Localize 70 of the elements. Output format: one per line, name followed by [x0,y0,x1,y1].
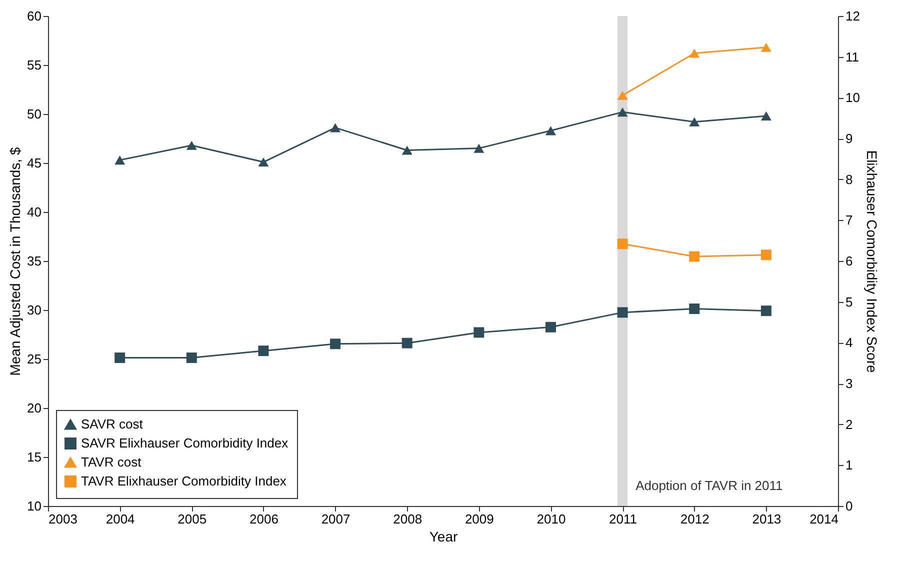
y2-tick-label: 10 [846,90,860,106]
y2-tick-label: 8 [846,172,853,187]
y-tick-label: 55 [27,58,42,72]
y2-tick-label: 4 [846,335,853,350]
y-tick-label: 60 [27,8,42,24]
point [617,90,628,100]
point [402,338,412,348]
point [617,238,628,250]
y-tick-label: 25 [27,352,42,366]
point [330,123,341,132]
point [258,157,269,167]
point [258,346,269,356]
point [689,304,700,314]
x-tick-label: 2013 [752,512,782,526]
x-tick-label: 2009 [464,512,494,526]
x-tick-label: 2010 [536,512,566,526]
point [402,146,412,155]
point [760,250,772,260]
y-tick-label: 10 [27,498,42,514]
x-tick-label: 2012 [680,512,710,526]
band-label: Adoption of TAVR in 2011 [636,478,783,493]
point [186,352,197,364]
x-tick-label: 2006 [249,512,278,526]
point [689,251,700,262]
y-tick-label: 30 [27,302,42,318]
point [760,111,772,120]
y2-tick-label: 3 [846,376,853,391]
y2-tick-label: 7 [846,212,853,228]
point [114,156,126,165]
point [760,42,772,52]
point [617,108,628,117]
y-tick-label: 15 [27,450,42,464]
point [114,352,126,364]
y-tick-label: 50 [27,106,42,122]
legend-label: TAVR cost [81,454,142,470]
x-tick-label: 2007 [321,512,350,526]
y2-tick-label: 9 [846,131,853,146]
point [545,126,556,136]
y-tick-label: 45 [27,156,42,170]
point [545,322,556,332]
point [330,338,341,350]
point [760,306,772,316]
y2-tick-label: 1 [846,458,853,473]
legend-label: TAVR Elixhauser Comorbidity Index [81,474,287,488]
y2-axis-title: Elixhauser Comorbidity Index Score [864,150,880,373]
y2-tick-label: 6 [846,254,853,268]
y-tick-label: 40 [27,204,42,220]
point [474,327,484,338]
y-tick-label: 20 [27,400,42,416]
y2-tick-label: 11 [846,49,859,64]
x-tick-label: 2003 [48,512,78,526]
y-axis-title: Mean Adjusted Cost in Thousands, $ [7,147,24,376]
y2-tick-label: 12 [846,8,860,24]
point [474,144,484,153]
point [186,140,197,150]
x-tick-label: 2008 [393,512,422,526]
x-tick-label: 2004 [106,512,135,526]
point [689,48,700,58]
point [689,117,700,126]
y-tick-label: 35 [27,254,42,268]
x-axis-title: Year [429,528,458,544]
x-tick-label: 2011 [609,512,638,526]
y2-tick-label: 0 [846,498,853,514]
x-tick-label: 2014 [810,512,838,526]
y2-tick-label: 2 [846,416,853,432]
x-tick-label: 2005 [178,512,207,526]
legend-label: SAVR Elixhauser Comorbidity Index [81,436,289,450]
y2-tick-label: 5 [846,294,853,310]
legend-label: SAVR cost [81,416,144,432]
point [617,307,628,318]
